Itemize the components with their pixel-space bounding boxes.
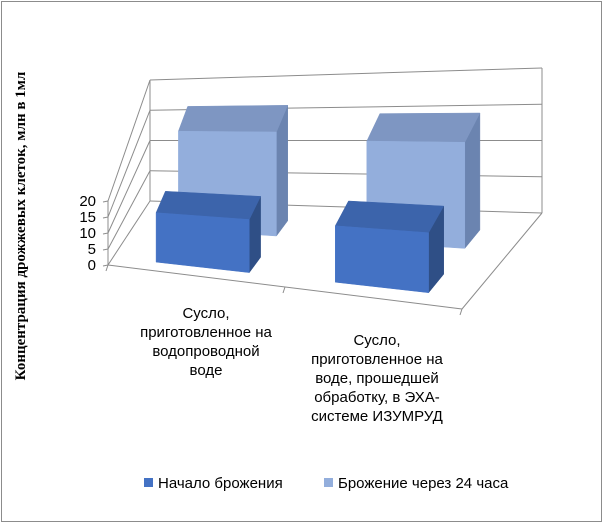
x-tick-mark [459, 308, 463, 316]
gridline-side [107, 170, 151, 250]
bar-series1-2 [334, 200, 445, 294]
y-tick-label: 0 [88, 257, 96, 274]
y-tick-label: 10 [79, 225, 96, 242]
gridline-side [107, 140, 151, 234]
category-label: Сусло, [353, 332, 400, 349]
gridline-side [107, 200, 151, 266]
y-tick-label: 20 [79, 193, 96, 210]
category-label: воде [190, 362, 223, 379]
y-tick-mark [102, 264, 109, 267]
legend-swatch [324, 478, 333, 487]
floor-edge [461, 212, 543, 310]
category-label: водопроводной [152, 343, 259, 360]
bar-series2-2-top-face [366, 112, 481, 143]
bar-series1-2-front-face [335, 225, 429, 293]
gridline-side [107, 110, 151, 218]
category-label: воде, прошедшей [315, 370, 439, 387]
x-tick-mark [282, 286, 286, 294]
gridline [149, 67, 543, 81]
gridline-side [107, 79, 151, 202]
legend-label: Брожение через 24 часа [338, 475, 509, 492]
y-tick-label: 5 [88, 241, 96, 258]
category-label: приготовленное на [311, 351, 443, 368]
y-tick-mark [102, 216, 109, 219]
category-label: Сусло, [182, 305, 229, 322]
bar-series1-1 [155, 191, 261, 274]
category-label: приготовленное на [140, 324, 272, 341]
legend-label: Начало брожения [158, 475, 283, 492]
category-label: обработку, в ЭХА- [314, 389, 440, 406]
category-label: системе ИЗУМРУД [311, 408, 443, 425]
y-tick-mark [102, 232, 109, 235]
y-tick-label: 15 [79, 209, 96, 226]
y-tick-mark [102, 200, 109, 203]
y-axis-title: Концентрация дрожжевых клеток, млн в 1мл [13, 71, 29, 380]
bar-series2-1-top-face [178, 105, 289, 133]
legend-swatch [144, 478, 153, 487]
x-tick-mark [105, 264, 109, 272]
bar-series1-1-front-face [155, 212, 250, 273]
y-tick-mark [102, 248, 109, 251]
